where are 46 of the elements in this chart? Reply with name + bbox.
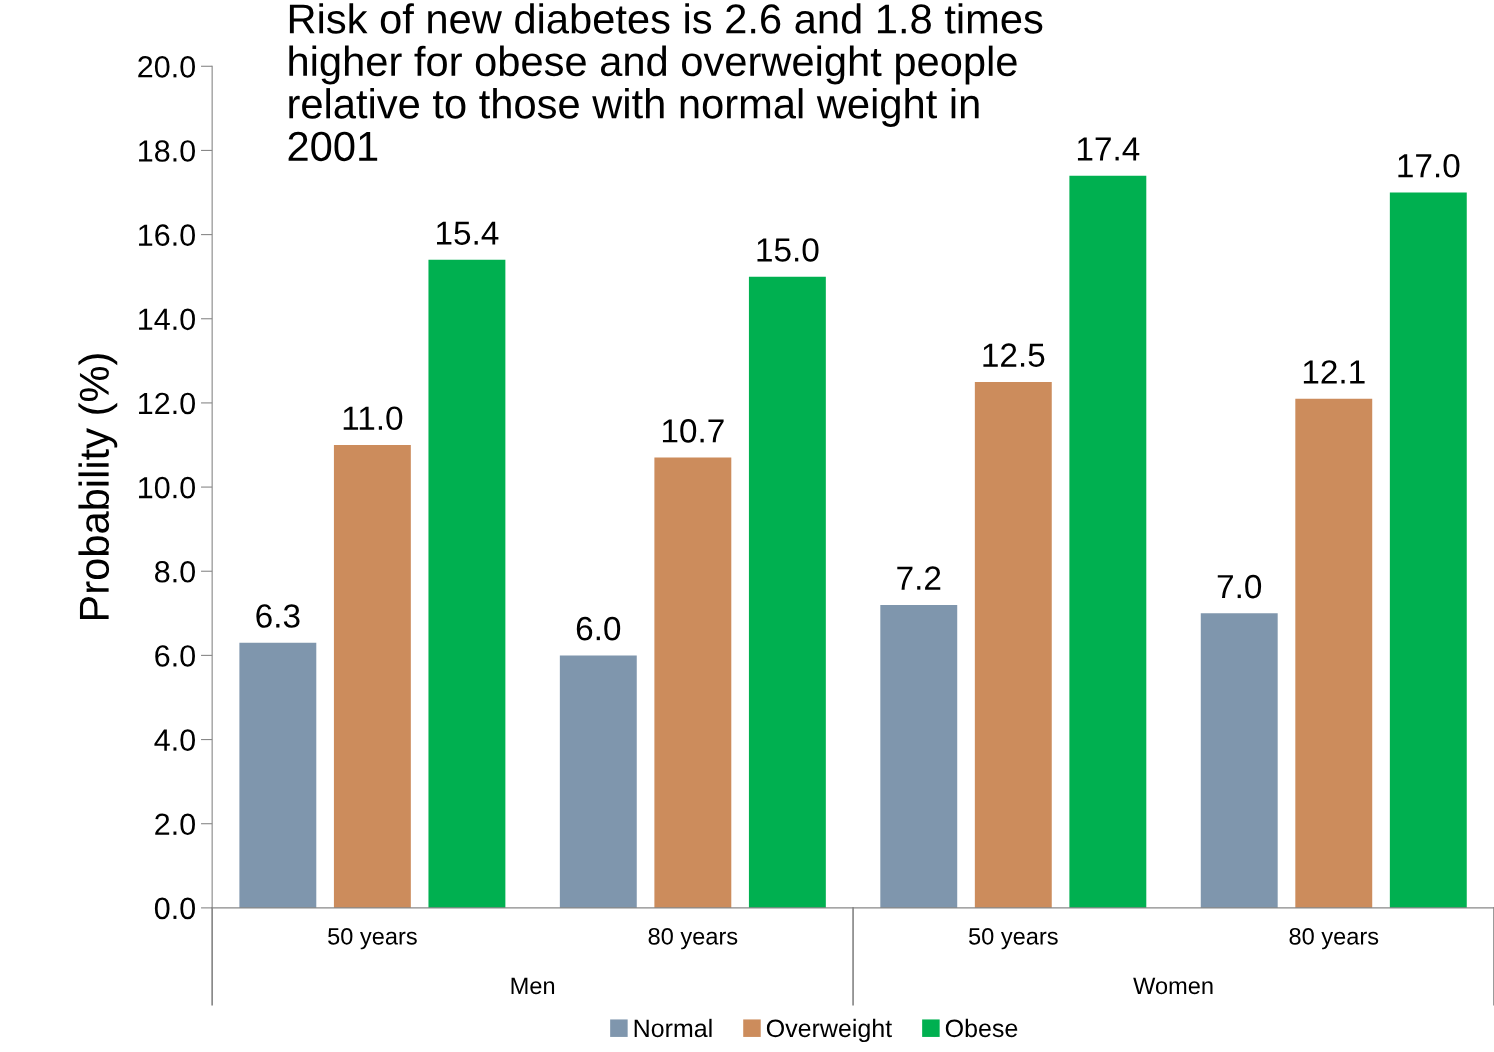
text: Women (1133, 977, 1213, 995)
x-tick-label: 50 years (328, 927, 417, 950)
bar (559, 655, 637, 908)
bar (654, 457, 732, 908)
legend-label: Normal (634, 1018, 712, 1038)
x-tick-label: 80 years (648, 927, 738, 950)
y-tick-label: 18.0 (139, 140, 195, 162)
y-tick-label: 10.0 (139, 476, 195, 499)
x-tick-label: 80 years (1289, 927, 1379, 950)
y-tick-label: 2.0 (155, 813, 195, 836)
data-label: 6.3 (256, 604, 300, 628)
y-tick-label: 14.0 (139, 308, 195, 331)
data-label: 7.2 (897, 566, 941, 590)
bar (1295, 398, 1373, 908)
bar (1069, 175, 1147, 908)
data-label: 10.7 (662, 419, 724, 443)
x-tick-label: 50 years (968, 927, 1058, 950)
y-tick-label: 6.0 (155, 645, 195, 667)
legend-label: Overweight (766, 1018, 892, 1043)
y-axis-title: Probability (%) (78, 354, 118, 620)
data-label: 6.0 (576, 616, 621, 641)
data-label: 15.4 (437, 221, 499, 245)
y-tick-label: 12.0 (139, 392, 195, 415)
data-label: 11.0 (343, 406, 403, 431)
text: Men (511, 977, 555, 995)
y-tick-label: 0.0 (154, 897, 195, 920)
legend-label: Obese (945, 1018, 1018, 1038)
bar (1389, 192, 1467, 908)
data-label: 17.0 (1398, 153, 1460, 178)
bar (428, 259, 506, 908)
bar (239, 642, 317, 908)
bar (974, 381, 1052, 908)
bar (880, 604, 958, 908)
bar (333, 445, 411, 908)
chart-title: Risk of new diabetes is 2.6 and 1.8 times higher for obese and overweight people relative to those with normal weight in 2001 (288, 3, 1043, 162)
data-label: 7.0 (1217, 574, 1262, 599)
y-tick-label: 8.0 (155, 560, 195, 583)
data-label: 12.1 (1303, 360, 1365, 384)
y-tick-label: 4.0 (154, 729, 195, 751)
data-label: 17.4 (1077, 137, 1140, 161)
y-tick-label: 20.0 (138, 56, 195, 78)
data-label: 15.0 (757, 238, 819, 262)
data-label: 12.5 (983, 343, 1045, 367)
bar (748, 276, 826, 908)
bar (1200, 613, 1278, 908)
y-tick-label: 16.0 (139, 224, 195, 246)
